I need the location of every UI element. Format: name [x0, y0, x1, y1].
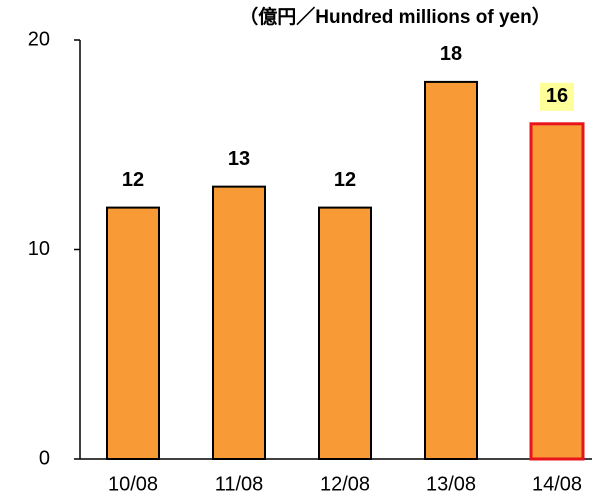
- bar: [424, 80, 478, 461]
- x-tick-label: 11/08: [215, 473, 264, 495]
- value-label: 18: [440, 43, 462, 65]
- x-tick-label: 14/08: [532, 473, 582, 495]
- x-tick-label: 10/08: [108, 473, 158, 495]
- value-label: 13: [228, 148, 250, 170]
- bar: [106, 206, 160, 460]
- x-tick-label: 12/08: [320, 473, 370, 495]
- value-label: 16: [546, 85, 568, 107]
- value-label: 12: [122, 169, 144, 191]
- y-tick-label: 0: [39, 447, 50, 469]
- unit-label: （億円／Hundred millions of yen）: [239, 5, 550, 28]
- value-label: 12: [334, 169, 356, 191]
- x-tick-label: 13/08: [426, 473, 476, 495]
- y-tick-label: 20: [28, 28, 50, 50]
- bar: [529, 122, 585, 461]
- value-label-background: [540, 82, 574, 111]
- y-tick-label: 10: [28, 238, 50, 260]
- bar: [212, 185, 266, 460]
- bar: [318, 206, 372, 460]
